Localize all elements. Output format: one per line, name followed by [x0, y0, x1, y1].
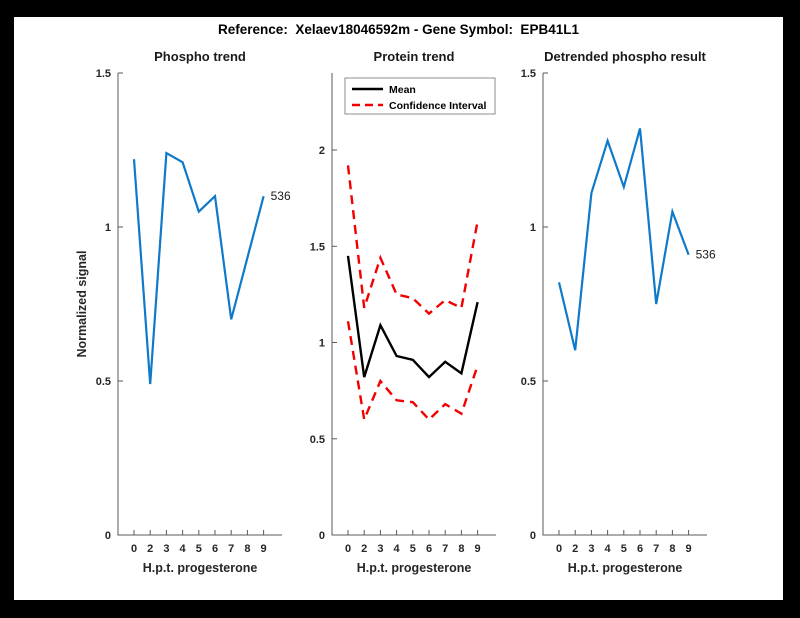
x-tick-label: 6 — [426, 543, 432, 555]
x-tick-label: 5 — [410, 543, 416, 555]
y-tick-label: 1 — [319, 338, 325, 350]
series-ci-upper — [346, 165, 479, 316]
x-tick-label: 0 — [556, 543, 562, 555]
y-tick-label: 2 — [319, 145, 325, 157]
x-tick-label: 7 — [442, 543, 448, 555]
x-tick-label: 8 — [458, 543, 464, 555]
x-tick-label: 3 — [163, 543, 169, 555]
series-end-label: 536 — [271, 189, 291, 203]
y-tick-label: 1.5 — [310, 241, 325, 253]
x-tick-label: 6 — [212, 543, 218, 555]
axis-lines — [542, 73, 707, 536]
chart-title: Detrended phospho result — [544, 49, 706, 64]
chart-title: Phospho trend — [154, 49, 246, 64]
x-tick-label: 5 — [621, 543, 627, 555]
series-detrended-phospho — [557, 128, 690, 351]
x-axis-label: H.p.t. progesterone — [568, 561, 683, 575]
x-tick-label: 4 — [180, 543, 187, 555]
x-tick-label: 7 — [228, 543, 234, 555]
y-tick-label: 1.5 — [521, 68, 536, 80]
y-tick-label: 1 — [530, 222, 536, 234]
charts-area: 0 0.5 1 1.5 0 2 3 4 5 6 7 8 9 Phospho trend H.p.t. pro… — [14, 17, 783, 600]
chart-title: Protein trend — [374, 49, 455, 64]
legend-box — [344, 77, 496, 115]
x-tick-label: 2 — [572, 543, 578, 555]
x-tick-label: 8 — [669, 543, 675, 555]
x-tick-label: 9 — [475, 543, 481, 555]
x-tick-label: 2 — [147, 543, 153, 555]
series-phospho-signal — [132, 151, 265, 385]
x-tick-label: 4 — [394, 543, 401, 555]
x-tick-label: 3 — [377, 543, 383, 555]
y-tick-label: 0 — [105, 530, 111, 542]
figure-canvas: Reference: Xelaev18046592m - Gene Symbol… — [14, 17, 783, 600]
x-axis-label: H.p.t. progesterone — [143, 561, 258, 575]
x-tick-label: 0 — [131, 543, 137, 555]
y-axis-label: Normalized signal — [75, 251, 89, 358]
figure-title: Reference: Xelaev18046592m - Gene Symbol… — [218, 22, 579, 37]
x-tick-label: 7 — [653, 543, 659, 555]
x-tick-label: 2 — [361, 543, 367, 555]
y-tick-label: 0.5 — [310, 434, 325, 446]
legend-label-2: Confidence Interval — [389, 100, 487, 112]
x-tick-label: 0 — [345, 543, 351, 555]
x-tick-label: 5 — [196, 543, 202, 555]
x-tick-label: 3 — [588, 543, 594, 555]
y-tick-label: 1 — [105, 222, 111, 234]
series-end-label: 536 — [696, 248, 716, 262]
series-ci-lower — [346, 321, 479, 424]
series-mean — [346, 255, 479, 379]
y-tick-label: 0.5 — [521, 376, 536, 388]
y-tick-label: 0 — [530, 530, 536, 542]
x-axis-label: H.p.t. progesterone — [357, 561, 472, 575]
x-tick-label: 4 — [605, 543, 612, 555]
y-tick-label: 1.5 — [96, 68, 111, 80]
x-tick-label: 8 — [244, 543, 250, 555]
x-tick-label: 6 — [637, 543, 643, 555]
y-tick-label: 0.5 — [96, 376, 111, 388]
y-tick-label: 0 — [319, 530, 325, 542]
legend-label-1: Mean — [389, 84, 416, 96]
x-tick-label: 9 — [686, 543, 692, 555]
x-tick-label: 9 — [261, 543, 267, 555]
